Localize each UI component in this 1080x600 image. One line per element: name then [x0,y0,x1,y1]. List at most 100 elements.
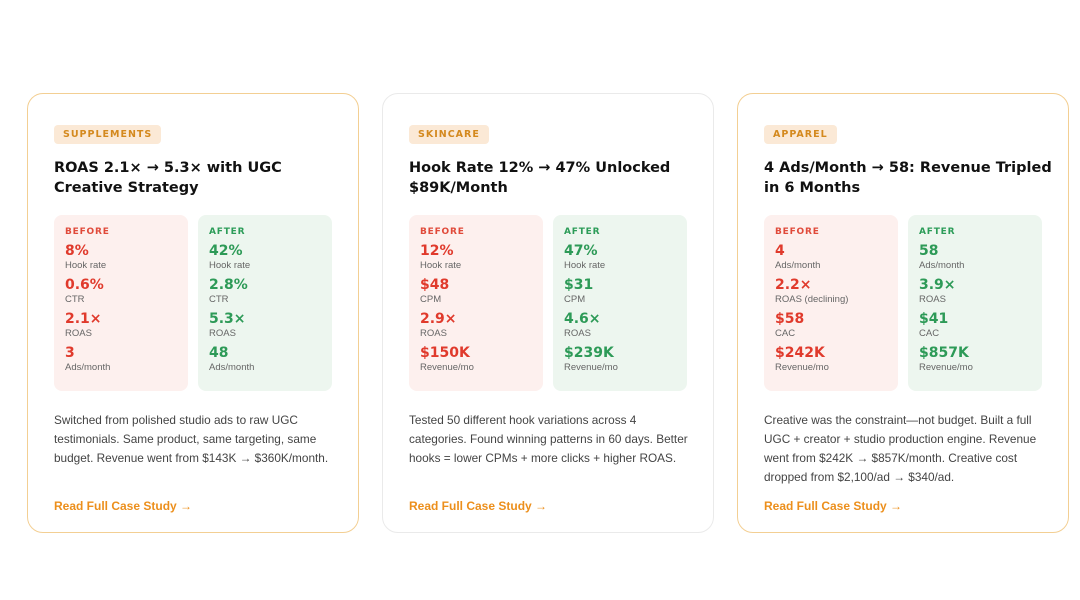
metric-value: 0.6% [65,277,104,293]
metric-label: CAC [775,328,796,339]
after-label: AFTER [209,227,246,237]
metric-label: Hook rate [65,260,107,271]
metric-value: $857K [919,345,969,361]
metric: 0.6% CTR [65,277,178,311]
after-panel: AFTER 47% Hook rate $31 CPM 4.6× ROAS $239K… [553,215,687,391]
metric-value: 3 [65,345,75,361]
metric: $58 CAC [775,311,888,345]
metric-value: 2.8% [209,277,248,293]
metric-value: 4.6× [564,311,601,327]
metric: 8% Hook rate [65,243,178,277]
metric: 2.8% CTR [209,277,322,311]
metric: 4.6× ROAS [564,311,677,345]
metric-label: Hook rate [564,260,606,271]
category-badge: SUPPLEMENTS [54,125,162,144]
metric-label: Ads/month [919,260,965,271]
metric: 4 Ads/month [775,243,888,277]
case-study-card-apparel: APPAREL 4 Ads/Month → 58: Revenue Triple… [737,93,1069,533]
metric-label: Revenue/mo [919,362,973,373]
card-description: Switched from polished studio ads to raw… [54,413,329,465]
case-study-card-skincare: SKINCARE Hook Rate 12% → 47% Unlocked $8… [382,93,714,533]
metric-label: ROAS [65,328,92,339]
metric-value: 2.1× [65,311,102,327]
metric-label: Ads/month [65,362,111,373]
before-panel: BEFORE 4 Ads/month 2.2× ROAS (declining) $… [764,215,898,391]
before-label: BEFORE [420,227,465,237]
card-title: Hook Rate 12% → 47% Unlocked $89K/Month [409,160,671,196]
metric-value: 48 [209,345,229,361]
before-label: BEFORE [65,227,110,237]
category-badge: SKINCARE [409,125,489,144]
metric: 42% Hook rate [209,243,322,277]
metric-label: ROAS [564,328,591,339]
read-case-study-link[interactable]: Read Full Case Study → [409,499,548,513]
metric-value: 4 [775,243,785,259]
category-badge: APPAREL [764,125,837,144]
read-case-study-link[interactable]: Read Full Case Study → [764,499,903,513]
metric: 2.9× ROAS [420,311,533,345]
metric: $31 CPM [564,277,677,311]
metric-label: CTR [65,294,85,305]
metric: $41 CAC [919,311,1032,345]
metric: $150K Revenue/mo [420,345,533,379]
metric-value: 2.9× [420,311,457,327]
metrics-comparison: BEFORE 4 Ads/month 2.2× ROAS (declining) $… [764,215,1042,391]
metric-value: $239K [564,345,614,361]
after-panel: AFTER 42% Hook rate 2.8% CTR 5.3× ROAS 48 Ad… [198,215,332,391]
metric-label: CPM [420,294,442,305]
metrics-comparison: BEFORE 8% Hook rate 0.6% CTR 2.1× ROAS 3 Ads… [54,215,332,391]
metric: $239K Revenue/mo [564,345,677,379]
card-title: ROAS 2.1× → 5.3× with UGC Creative Strat… [54,160,282,196]
metric-value: $48 [420,277,450,293]
metric-label: ROAS [420,328,447,339]
metric-value: 3.9× [919,277,956,293]
metric-value: 58 [919,243,939,259]
metric-value: $58 [775,311,805,327]
metrics-comparison: BEFORE 12% Hook rate $48 CPM 2.9× ROAS $150… [409,215,687,391]
metric-value: $31 [564,277,594,293]
metric: 2.2× ROAS (declining) [775,277,888,311]
before-panel: BEFORE 8% Hook rate 0.6% CTR 2.1× ROAS 3 Ads… [54,215,188,391]
metric-label: ROAS [919,294,946,305]
metric-label: CPM [564,294,586,305]
metric-value: 8% [65,243,89,259]
metric-label: ROAS (declining) [775,294,849,305]
metric-value: 12% [420,243,454,259]
after-label: AFTER [564,227,601,237]
metric-value: 42% [209,243,243,259]
metric-label: Ads/month [775,260,821,271]
metric: 2.1× ROAS [65,311,178,345]
metric: 12% Hook rate [420,243,533,277]
metric-label: Hook rate [420,260,462,271]
metric-label: Hook rate [209,260,251,271]
metric-value: $41 [919,311,949,327]
before-panel: BEFORE 12% Hook rate $48 CPM 2.9× ROAS $150… [409,215,543,391]
metric-value: $242K [775,345,825,361]
metric: $857K Revenue/mo [919,345,1032,379]
metric: 3 Ads/month [65,345,178,379]
case-study-card-supplements: SUPPLEMENTS ROAS 2.1× → 5.3× with UGC Cr… [27,93,359,533]
metric: 58 Ads/month [919,243,1032,277]
metric: 47% Hook rate [564,243,677,277]
metric-label: CAC [919,328,940,339]
metric-value: 47% [564,243,598,259]
metric-label: Ads/month [209,362,255,373]
metric: 3.9× ROAS [919,277,1032,311]
metric-label: Revenue/mo [564,362,618,373]
card-description: Tested 50 different hook variations acro… [409,413,688,465]
metric: $242K Revenue/mo [775,345,888,379]
metric-value: 2.2× [775,277,812,293]
read-case-study-link[interactable]: Read Full Case Study → [54,499,193,513]
metric-label: ROAS [209,328,236,339]
metric-value: 5.3× [209,311,246,327]
metric: $48 CPM [420,277,533,311]
metric: 5.3× ROAS [209,311,322,345]
after-panel: AFTER 58 Ads/month 3.9× ROAS $41 CAC $857K R… [908,215,1042,391]
card-description: Creative was the constraint—not budget. … [764,413,1037,484]
metric-value: $150K [420,345,470,361]
after-label: AFTER [919,227,956,237]
metric-label: CTR [209,294,229,305]
card-title: 4 Ads/Month → 58: Revenue Tripled in 6 M… [764,160,1052,196]
metric: 48 Ads/month [209,345,322,379]
before-label: BEFORE [775,227,820,237]
